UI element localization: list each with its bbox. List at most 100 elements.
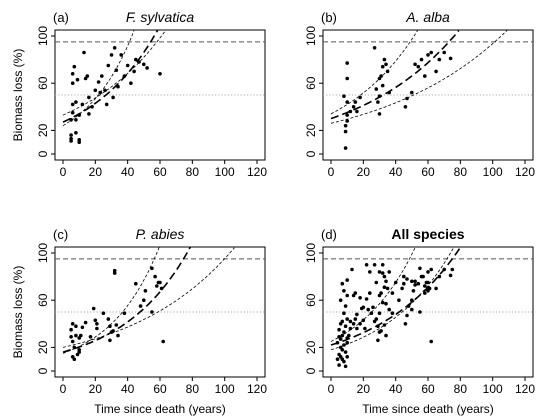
- x-tick-label: 120: [247, 165, 267, 179]
- data-point: [351, 322, 356, 326]
- data-point: [402, 274, 406, 279]
- data-point: [343, 350, 348, 354]
- x-tick-label: 20: [357, 382, 371, 396]
- data-point: [361, 305, 366, 310]
- y-tick-label: 100: [304, 243, 318, 263]
- panel-label: (c): [53, 227, 68, 242]
- x-tick-label: 40: [389, 382, 403, 396]
- fit-curve-short-dashed: [62, 247, 235, 348]
- data-point: [95, 326, 99, 331]
- data-point: [132, 69, 136, 74]
- data-point: [429, 339, 434, 344]
- data-point: [380, 83, 385, 88]
- data-point: [410, 298, 414, 303]
- y-tick-label: 0: [36, 150, 50, 157]
- data-point: [77, 140, 81, 144]
- data-point: [112, 268, 117, 273]
- data-point: [79, 333, 83, 338]
- data-point: [72, 345, 77, 350]
- data-point: [390, 311, 395, 316]
- data-point: [371, 305, 375, 310]
- data-point: [384, 62, 388, 67]
- data-point: [74, 100, 78, 104]
- fit-curve-short-dashed: [330, 247, 455, 351]
- data-point: [366, 307, 371, 312]
- data-point: [448, 273, 453, 278]
- x-tick-label: 100: [483, 382, 503, 396]
- fit-curve-short-dashed: [62, 30, 135, 127]
- data-point: [138, 304, 143, 308]
- data-point: [374, 87, 379, 91]
- data-point: [350, 267, 354, 272]
- data-point: [379, 291, 383, 295]
- data-point: [70, 81, 75, 85]
- data-point: [335, 357, 340, 362]
- x-tick-label: 100: [215, 382, 235, 396]
- x-tick-label: 120: [247, 382, 267, 396]
- data-point: [372, 46, 377, 50]
- data-point: [405, 96, 409, 101]
- y-tick-label: 0: [304, 367, 318, 374]
- y-tick-label: 20: [304, 340, 318, 354]
- data-point: [380, 271, 385, 275]
- data-point: [87, 95, 91, 100]
- data-point: [342, 311, 346, 316]
- data-point: [95, 322, 99, 326]
- data-point: [397, 298, 401, 303]
- data-point: [74, 333, 78, 338]
- data-point: [111, 329, 115, 333]
- data-point: [348, 326, 353, 331]
- data-point: [106, 63, 111, 68]
- data-point: [342, 289, 346, 293]
- y-tick-label: 0: [36, 367, 50, 374]
- data-point: [109, 53, 114, 57]
- data-point: [355, 312, 359, 317]
- data-point: [442, 50, 447, 55]
- data-point: [423, 291, 427, 295]
- data-point: [343, 324, 348, 329]
- data-point: [338, 298, 343, 303]
- x-tick-label: 120: [515, 165, 535, 179]
- data-point: [85, 74, 90, 78]
- data-point: [137, 60, 141, 64]
- fit-curve-short-dashed: [330, 247, 416, 342]
- chart-title: P. abies: [136, 226, 185, 242]
- data-point: [377, 270, 382, 274]
- data-point: [374, 280, 379, 285]
- x-tick-label: 60: [153, 165, 167, 179]
- data-point: [134, 57, 138, 62]
- data-point: [340, 281, 345, 286]
- plot-frame: [54, 246, 266, 378]
- data-point: [355, 326, 359, 331]
- data-point: [384, 333, 388, 338]
- data-point: [96, 80, 101, 84]
- data-point: [70, 102, 75, 107]
- data-point: [75, 77, 80, 82]
- data-point: [374, 317, 379, 321]
- data-point: [437, 57, 442, 62]
- data-point: [347, 333, 351, 338]
- data-point: [384, 279, 388, 284]
- data-point: [426, 53, 430, 57]
- data-point: [69, 335, 73, 339]
- data-point: [72, 64, 77, 69]
- data-point: [437, 274, 442, 279]
- data-point: [382, 274, 387, 279]
- data-point: [380, 64, 385, 69]
- data-point: [377, 94, 382, 98]
- data-point: [387, 90, 392, 95]
- x-tick-label: 80: [454, 165, 468, 179]
- data-point: [403, 105, 408, 109]
- data-point: [402, 281, 406, 286]
- data-point: [101, 311, 106, 316]
- data-point: [88, 335, 93, 339]
- data-point: [90, 105, 94, 109]
- data-point: [103, 88, 107, 93]
- x-tick-label: 20: [89, 382, 103, 396]
- data-point: [83, 320, 88, 325]
- data-point: [69, 139, 73, 143]
- data-point: [368, 291, 372, 295]
- data-point: [434, 69, 438, 74]
- data-point: [442, 267, 447, 272]
